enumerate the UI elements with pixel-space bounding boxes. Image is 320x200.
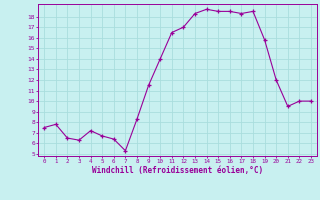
X-axis label: Windchill (Refroidissement éolien,°C): Windchill (Refroidissement éolien,°C) xyxy=(92,166,263,175)
